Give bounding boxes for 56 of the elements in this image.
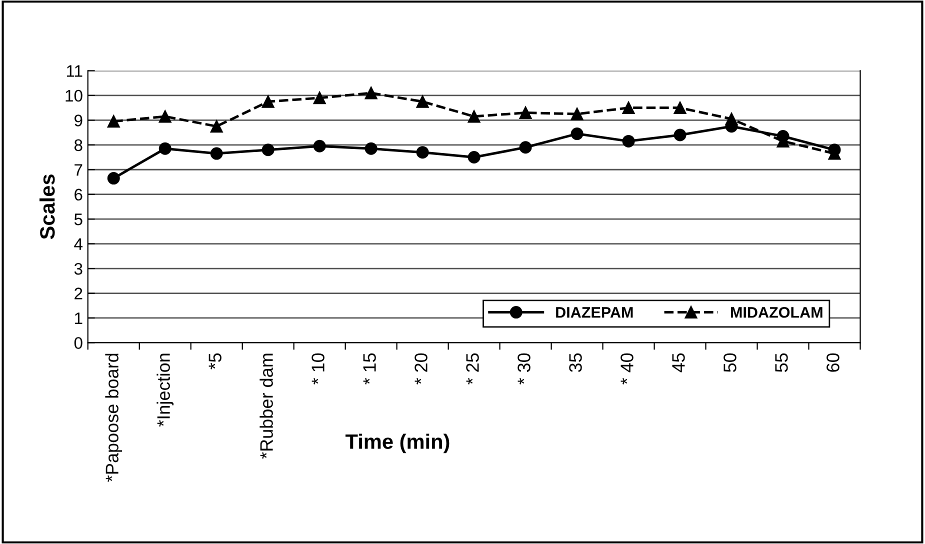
y-tick-label: 11 <box>66 65 82 77</box>
point <box>262 95 274 108</box>
point <box>416 95 429 108</box>
point <box>210 120 223 133</box>
point <box>313 140 326 152</box>
x-tick-label: *Injection <box>156 354 174 427</box>
x-tick-label: * 30 <box>518 353 530 384</box>
point <box>519 106 532 120</box>
y-tick-label: 2 <box>74 288 82 300</box>
x-tick-label: *Rubber dam <box>260 354 273 459</box>
x-tick-label: 45 <box>672 353 685 372</box>
y-tick-label: 5 <box>74 214 82 226</box>
point <box>364 142 378 155</box>
point <box>570 128 584 140</box>
x-tick-label: * 25 <box>466 353 479 384</box>
point <box>622 134 635 148</box>
y-axis-title: Scales <box>40 174 55 240</box>
point <box>158 142 172 155</box>
x-tick-label: *5 <box>208 353 222 370</box>
x-tick-label: 50 <box>724 353 736 372</box>
y-tick-label: 6 <box>74 188 82 201</box>
x-tick-label: *Papoose board <box>105 354 122 482</box>
y-tick-label: 10 <box>66 90 82 102</box>
y-tick-label: 4 <box>74 238 83 250</box>
x-tick-label: * 15 <box>363 353 376 384</box>
point <box>725 112 738 126</box>
point <box>210 147 223 160</box>
y-tick-label: 3 <box>74 262 82 275</box>
point <box>468 151 480 164</box>
y-tick-label: 1 <box>75 312 82 324</box>
x-tick-label: * 20 <box>414 353 428 384</box>
point <box>570 108 584 120</box>
y-tick-label: 7 <box>74 164 82 176</box>
point <box>674 128 686 142</box>
point <box>519 141 532 154</box>
point <box>622 102 635 114</box>
point <box>107 172 120 185</box>
x-tick-label: 35 <box>569 353 582 372</box>
point <box>468 110 480 123</box>
point <box>364 86 378 100</box>
y-tick-label: 0 <box>74 337 82 349</box>
x-tick-label: * 10 <box>312 353 324 384</box>
legend-label: MIDAZOLAM <box>731 306 822 318</box>
y-tick-label: 9 <box>74 114 82 126</box>
x-axis-title: Time (min) <box>346 434 450 454</box>
point <box>674 102 686 114</box>
legend-label: DIAZEPAM <box>556 307 633 318</box>
y-tick-label: 8 <box>74 139 82 152</box>
x-tick-label: 55 <box>775 353 788 372</box>
x-tick-label: * 40 <box>620 353 634 384</box>
point <box>262 144 274 156</box>
point <box>416 146 429 159</box>
point <box>107 115 120 128</box>
x-tick-label: 60 <box>826 353 840 372</box>
point <box>158 110 172 123</box>
point <box>313 92 326 104</box>
